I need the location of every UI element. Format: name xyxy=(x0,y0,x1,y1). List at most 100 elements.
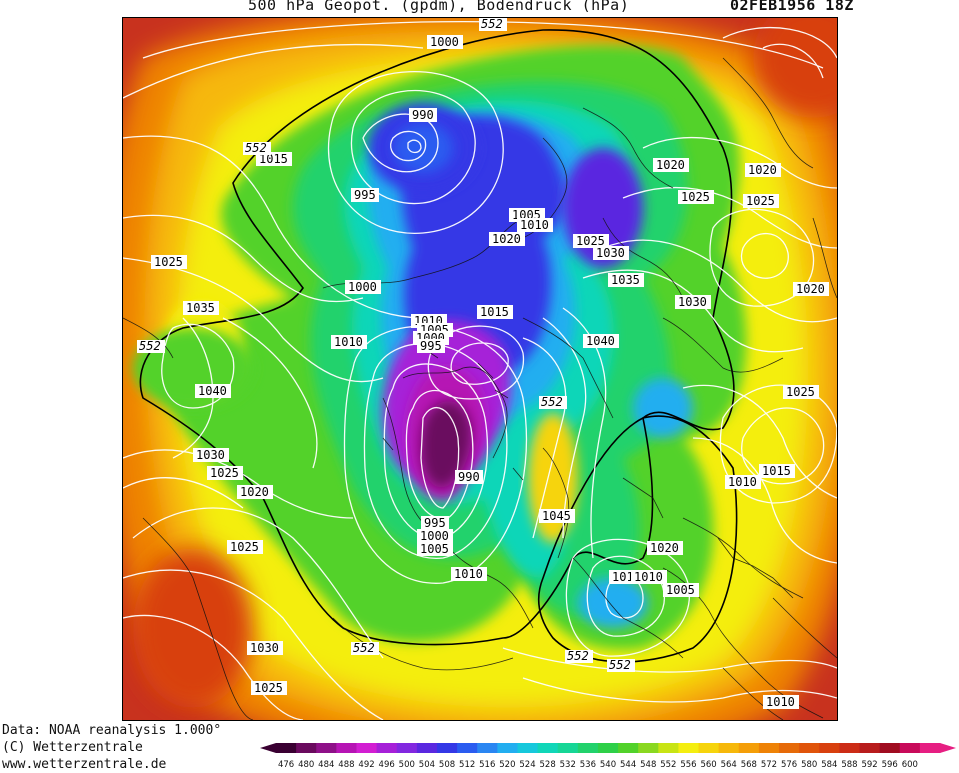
svg-text:1010: 1010 xyxy=(728,475,757,489)
svg-text:552: 552 xyxy=(353,641,375,655)
colorbar-swatch xyxy=(396,743,418,753)
svg-text:552: 552 xyxy=(139,339,161,353)
label-1000-top: 1000 xyxy=(427,35,463,49)
colorbar-tick-label: 532 xyxy=(560,760,576,770)
label-1025-center: 1025 xyxy=(573,234,609,248)
colorbar-swatch xyxy=(436,743,458,753)
colorbar-swatch xyxy=(356,743,378,753)
colorbar-tick-label: 484 xyxy=(318,760,334,770)
label-995-gl: 995 xyxy=(417,339,445,353)
colorbar-tick-label: 508 xyxy=(439,760,455,770)
svg-text:1025: 1025 xyxy=(210,466,239,480)
field-warm-ridge-atlantic xyxy=(528,413,578,543)
colorbar-tick-label: 568 xyxy=(741,760,757,770)
colorbar-swatch xyxy=(839,743,861,753)
label-1020-ne: 1020 xyxy=(653,158,689,172)
label-552-top: 552 xyxy=(479,18,507,31)
colorbar-swatch xyxy=(376,743,398,753)
colorbar-arrow-low xyxy=(260,743,276,753)
label-1040-west: 1040 xyxy=(195,384,231,398)
label-1025-ne: 1025 xyxy=(678,190,714,204)
colorbar-swatch xyxy=(597,743,619,753)
map-panel[interactable]: 1000 552 990 1015 552 995 1020 1025 1020… xyxy=(122,17,838,721)
label-1030-pacific: 1030 xyxy=(247,641,283,655)
colorbar-swatch xyxy=(698,743,720,753)
colorbar-tick-label: 552 xyxy=(660,760,676,770)
svg-text:1025: 1025 xyxy=(230,540,259,554)
colorbar-swatch xyxy=(517,743,539,753)
label-1015-center: 1015 xyxy=(477,305,513,319)
svg-text:1020: 1020 xyxy=(492,232,521,246)
label-1020-east: 1020 xyxy=(745,163,781,177)
svg-text:1015: 1015 xyxy=(259,152,288,166)
colorbar-tick-label: 548 xyxy=(640,760,656,770)
label-990-center: 990 xyxy=(455,470,483,484)
colorbar-swatch xyxy=(678,743,700,753)
colorbar-tick-label: 500 xyxy=(399,760,415,770)
colorbar-swatch xyxy=(557,743,579,753)
label-1010-se-corner: 1010 xyxy=(763,695,799,709)
svg-text:1030: 1030 xyxy=(596,246,625,260)
colorbar-swatch xyxy=(497,743,518,753)
svg-text:1035: 1035 xyxy=(186,301,215,315)
geopotential-map: 1000 552 990 1015 552 995 1020 1025 1020… xyxy=(123,18,837,720)
field-480 xyxy=(421,400,472,488)
svg-text:1025: 1025 xyxy=(746,194,775,208)
label-1025-west: 1025 xyxy=(151,255,187,269)
colorbar-tick-label: 544 xyxy=(620,760,636,770)
colorbar: 476 480 484 488 492 496 500 504 508 512 516 520 524 5… xyxy=(258,740,958,770)
colorbar-swatch xyxy=(919,743,941,753)
colorbar-swatch xyxy=(537,743,559,753)
colorbar-tick-label: 560 xyxy=(700,760,716,770)
credit-website[interactable]: www.wetterzentrale.de xyxy=(2,757,167,772)
label-1020-center: 1020 xyxy=(489,232,525,246)
label-1030-center: 1030 xyxy=(593,246,629,260)
credits: Data: NOAA reanalysis 1.000° (C) Wetterz… xyxy=(2,722,221,773)
colorbar-tick-label: 516 xyxy=(479,760,495,770)
colorbar-tick-label: 492 xyxy=(358,760,374,770)
colorbar-tick-label: 504 xyxy=(419,760,435,770)
svg-text:552: 552 xyxy=(245,141,267,155)
colorbar-swatch xyxy=(416,743,438,753)
colorbar-tick-label: 588 xyxy=(841,760,857,770)
label-552-europe-2: 552 xyxy=(607,658,635,672)
chart-date: 02FEB1956 18Z xyxy=(730,0,854,14)
colorbar-tick-label: 580 xyxy=(801,760,817,770)
svg-text:1010: 1010 xyxy=(454,567,483,581)
label-1035-center: 1035 xyxy=(608,273,644,287)
contour-552-europe xyxy=(537,415,738,663)
svg-text:1010: 1010 xyxy=(634,570,663,584)
colorbar-swatch xyxy=(638,743,659,753)
label-1025-pacific-2: 1025 xyxy=(251,681,287,695)
label-1045: 1045 xyxy=(539,509,575,523)
colorbar-swatch xyxy=(738,743,760,753)
colorbar-tick-label: 488 xyxy=(338,760,354,770)
label-552-west-2: 552 xyxy=(137,339,165,353)
svg-text:1020: 1020 xyxy=(650,541,679,555)
label-995: 995 xyxy=(351,188,379,202)
credit-data-source: Data: NOAA reanalysis 1.000° xyxy=(2,723,222,738)
isobars xyxy=(123,21,837,720)
colorbar-swatch xyxy=(758,743,780,753)
field-cold-med xyxy=(578,578,648,628)
colorbar-swatch xyxy=(296,743,317,753)
svg-text:1035: 1035 xyxy=(611,273,640,287)
colorbar-arrow-high xyxy=(940,743,956,753)
colorbar-swatch xyxy=(457,743,478,753)
svg-text:1025: 1025 xyxy=(681,190,710,204)
svg-text:552: 552 xyxy=(609,658,631,672)
colorbar-swatch xyxy=(879,743,901,753)
label-1025-east: 1025 xyxy=(743,194,779,208)
colorbar-swatch xyxy=(276,743,297,753)
colorbar-swatch xyxy=(618,743,639,753)
label-1010-south: 1010 xyxy=(451,567,487,581)
colorbar-tick-label: 524 xyxy=(519,760,535,770)
svg-text:995: 995 xyxy=(354,188,376,202)
svg-text:995: 995 xyxy=(420,339,442,353)
colorbar-swatch xyxy=(799,743,820,753)
colorbar-swatch xyxy=(819,743,840,753)
label-1015-se: 1015 xyxy=(759,464,795,478)
svg-text:1005: 1005 xyxy=(420,542,449,556)
field-cold-pacific xyxy=(633,378,693,438)
colorbar-swatch xyxy=(718,743,740,753)
